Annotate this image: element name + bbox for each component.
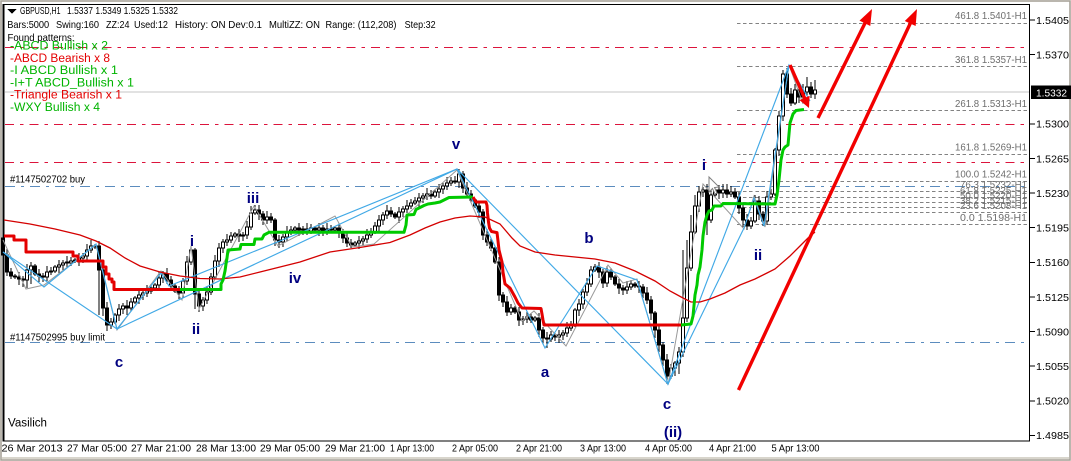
- svg-text:-ABCD Bullish x 2: -ABCD Bullish x 2: [10, 41, 108, 53]
- svg-text:0.0 1.5198-H1: 0.0 1.5198-H1: [960, 213, 1027, 224]
- svg-text:ii: ii: [192, 321, 200, 338]
- svg-text:ii: ii: [754, 247, 762, 264]
- svg-text:50.0 1.5220-H1: 50.0 1.5220-H1: [960, 191, 1027, 202]
- svg-text:28 Mar 13:00: 28 Mar 13:00: [196, 443, 256, 455]
- svg-text:1.5090: 1.5090: [1036, 326, 1069, 338]
- svg-text:2 Apr 21:00: 2 Apr 21:00: [516, 443, 562, 455]
- svg-text:26 Mar 2013: 26 Mar 2013: [2, 443, 63, 455]
- svg-text:76.3 1.5232-H1: 76.3 1.5232-H1: [960, 180, 1027, 191]
- svg-text:261.8 1.5313-H1: 261.8 1.5313-H1: [955, 99, 1027, 110]
- svg-text:27 Mar 05:00: 27 Mar 05:00: [67, 443, 127, 455]
- svg-text:1.5020: 1.5020: [1036, 396, 1069, 408]
- svg-text:1 Apr 13:00: 1 Apr 13:00: [390, 443, 434, 455]
- svg-text:2 Apr 05:00: 2 Apr 05:00: [452, 443, 498, 455]
- svg-text:1.5300: 1.5300: [1036, 119, 1069, 131]
- svg-text:i: i: [702, 157, 706, 174]
- svg-text:1.5230: 1.5230: [1036, 188, 1069, 200]
- svg-text:1.5160: 1.5160: [1036, 257, 1069, 269]
- svg-text:Vasilich: Vasilich: [8, 418, 47, 430]
- svg-text:Step:32: Step:32: [405, 19, 436, 31]
- svg-text:161.8 1.5269-H1: 161.8 1.5269-H1: [955, 143, 1027, 154]
- svg-text:361.8 1.5357-H1: 361.8 1.5357-H1: [955, 55, 1027, 66]
- svg-text:-Triangle Bearish x 1: -Triangle Bearish x 1: [10, 90, 122, 102]
- svg-text:Bars:5000: Bars:5000: [7, 19, 49, 31]
- svg-text:a: a: [541, 364, 550, 381]
- svg-text:23.6 1.5208-H1: 23.6 1.5208-H1: [960, 201, 1027, 212]
- svg-text:5 Apr 13:00: 5 Apr 13:00: [772, 443, 820, 455]
- svg-text:-WXY Bullish x 4: -WXY Bullish x 4: [10, 102, 101, 114]
- svg-text:100.0 1.5242-H1: 100.0 1.5242-H1: [955, 170, 1027, 181]
- svg-text:1.5337 1.5349 1.5325 1.5332: 1.5337 1.5349 1.5325 1.5332: [67, 5, 178, 17]
- svg-text:Range: (112,208): Range: (112,208): [326, 19, 397, 31]
- svg-text:1.5055: 1.5055: [1036, 361, 1069, 373]
- svg-text:c: c: [663, 396, 671, 413]
- svg-text:(ii): (ii): [664, 424, 682, 441]
- svg-text:1.5405: 1.5405: [1036, 15, 1069, 27]
- svg-text:-I+T ABCD_Bullish x 1: -I+T ABCD_Bullish x 1: [10, 78, 134, 90]
- svg-text:461.8 1.5401-H1: 461.8 1.5401-H1: [955, 11, 1027, 22]
- svg-text:29 Mar 21:00: 29 Mar 21:00: [325, 443, 385, 455]
- svg-text:1.5370: 1.5370: [1036, 49, 1069, 61]
- svg-text:61.8 1.5225-H1: 61.8 1.5225-H1: [960, 186, 1027, 197]
- svg-text:1.4985: 1.4985: [1036, 430, 1069, 442]
- svg-text:MultiZZ: ON: MultiZZ: ON: [269, 19, 320, 31]
- svg-text:iv: iv: [289, 270, 302, 287]
- svg-text:1.5195: 1.5195: [1036, 223, 1069, 235]
- svg-text:b: b: [584, 230, 593, 247]
- svg-text:1.5125: 1.5125: [1036, 292, 1069, 304]
- svg-text:38.2 1.5215-H1: 38.2 1.5215-H1: [960, 196, 1027, 207]
- svg-text:1.5332: 1.5332: [1036, 88, 1067, 100]
- svg-text:Swing:160: Swing:160: [56, 19, 99, 31]
- svg-text:i: i: [190, 233, 194, 250]
- svg-text:GBPUSD,H1: GBPUSD,H1: [20, 5, 61, 17]
- svg-text:Used:12: Used:12: [134, 19, 168, 31]
- svg-text:#1147502995 buy limit: #1147502995 buy limit: [10, 332, 105, 344]
- svg-text:29 Mar 05:00: 29 Mar 05:00: [260, 443, 320, 455]
- svg-text:Found patterns:: Found patterns:: [8, 32, 75, 44]
- svg-text:3 Apr 13:00: 3 Apr 13:00: [580, 443, 626, 455]
- svg-text:27 Mar 21:00: 27 Mar 21:00: [131, 443, 191, 455]
- svg-text:v: v: [452, 136, 461, 153]
- svg-text:4 Apr 05:00: 4 Apr 05:00: [645, 443, 692, 455]
- svg-text:iii: iii: [247, 190, 260, 207]
- svg-text:4 Apr 21:00: 4 Apr 21:00: [709, 443, 756, 455]
- svg-text:c: c: [115, 354, 123, 371]
- svg-text:ZZ:24: ZZ:24: [106, 19, 130, 31]
- svg-text:1.5265: 1.5265: [1036, 153, 1069, 165]
- svg-text:History: ON Dev:0.1: History: ON Dev:0.1: [175, 19, 262, 31]
- svg-text:#1147502702 buy: #1147502702 buy: [10, 174, 86, 186]
- svg-text:-I ABCD Bullish x 1: -I ABCD Bullish x 1: [10, 65, 118, 77]
- svg-text:-ABCD Bearish x 8: -ABCD Bearish x 8: [10, 53, 110, 65]
